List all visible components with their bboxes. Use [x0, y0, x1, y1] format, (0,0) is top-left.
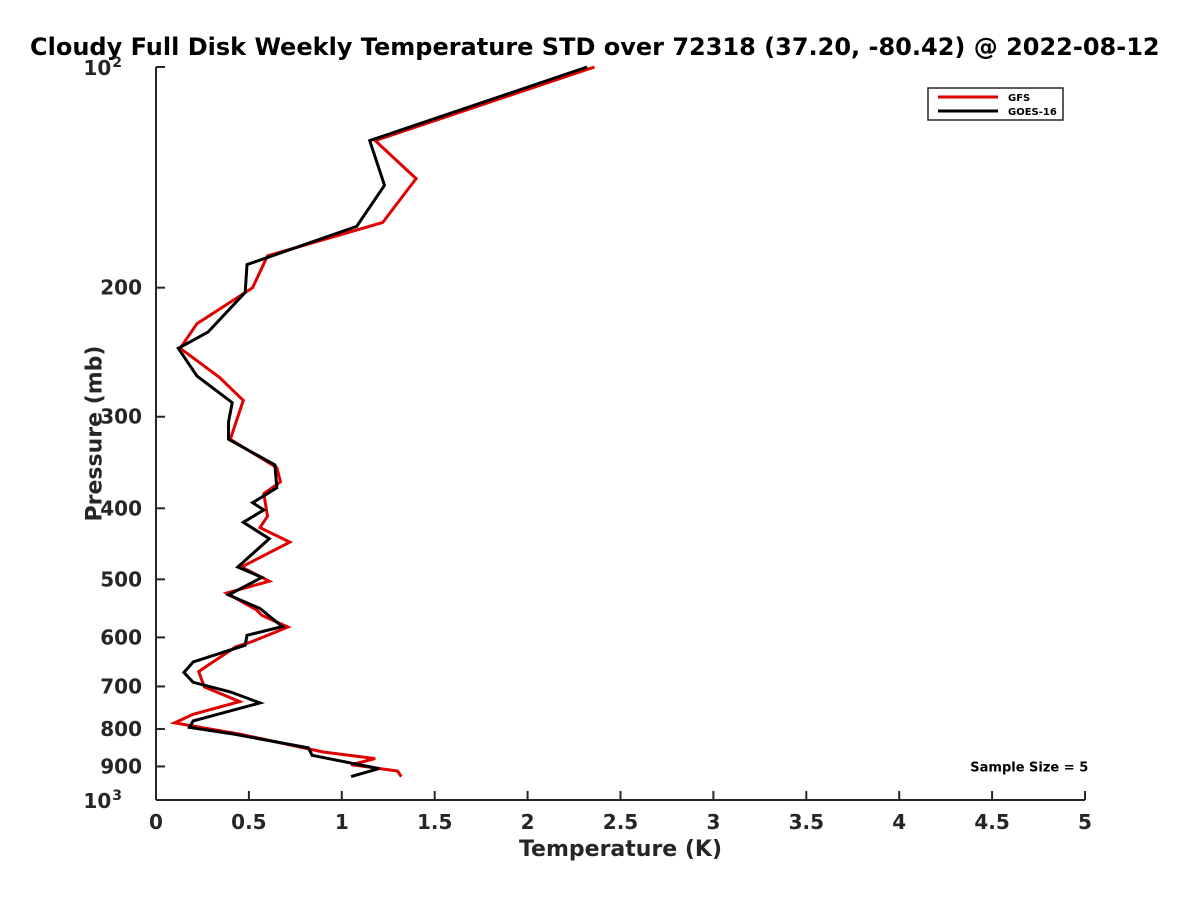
legend-label: GFS [1008, 93, 1030, 104]
axes: 0 0.5 1 1.5 2 2.5 3 3.5 4 4.5 5 200 300 400 500 600 700 8… [83, 55, 1092, 834]
y-tick-label: 200 [100, 276, 142, 300]
y-tick-label: 700 [100, 674, 142, 698]
x-tick-label: 3 [706, 810, 720, 834]
x-tick-label: 3.5 [789, 810, 824, 834]
x-tick-label: 4 [892, 810, 906, 834]
chart-title: Cloudy Full Disk Weekly Temperature STD … [30, 33, 1160, 61]
y-tick-label-exponent: 2 [112, 55, 122, 71]
x-axis-label: Temperature (K) [519, 837, 722, 862]
x-tick-label: 5 [1078, 810, 1092, 834]
y-tick-label: 600 [100, 625, 142, 649]
series-line-gfs [169, 65, 595, 778]
y-axis-label: Pressure (mb) [83, 346, 108, 522]
y-tick-label: 300 [100, 405, 142, 429]
y-tick-label: 900 [100, 754, 142, 778]
sample-size-annotation: Sample Size = 5 [970, 760, 1088, 775]
y-tick-label: 500 [100, 567, 142, 591]
x-tick-label: 2.5 [603, 810, 638, 834]
series-line-goes-16 [176, 65, 588, 779]
y-tick-label-exponent: 3 [112, 788, 122, 804]
legend: GFS GOES-16 [927, 87, 1064, 121]
annotations: Sample Size = 5 [970, 760, 1088, 775]
y-tick-label: 800 [100, 717, 142, 741]
x-tick-label: 1.5 [417, 810, 452, 834]
legend-label: GOES-16 [1008, 107, 1057, 118]
x-tick-label: 2 [521, 810, 535, 834]
x-tick-label: 0.5 [231, 810, 266, 834]
legend-box [927, 87, 1064, 121]
x-tick-label: 0 [149, 810, 163, 834]
x-tick-label: 1 [335, 810, 349, 834]
x-tick-label: 4.5 [974, 810, 1009, 834]
series-lines [169, 65, 595, 779]
y-tick-label: 400 [100, 496, 142, 520]
